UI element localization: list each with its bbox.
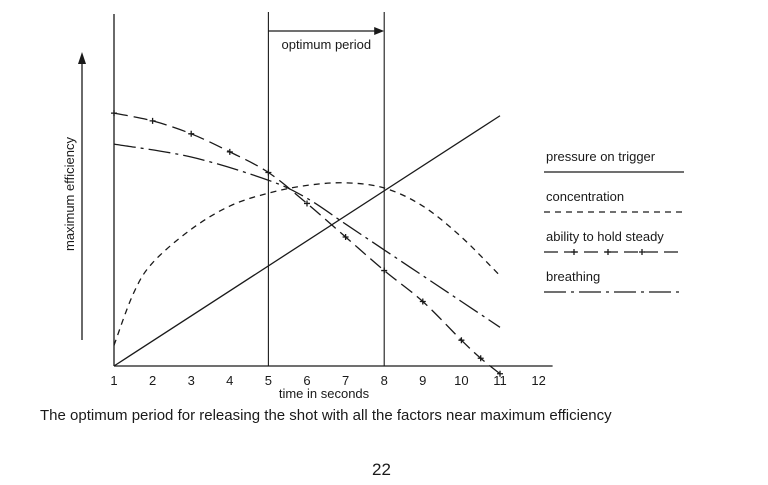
x-tick-label: 10: [454, 373, 468, 388]
series-point-ability-to-hold-steady: [458, 337, 465, 344]
legend-label-pressure-on-trigger: pressure on trigger: [546, 149, 656, 164]
optimum-arrow-head: [374, 27, 385, 35]
x-tick-label: 4: [226, 373, 233, 388]
series-lines: [111, 110, 503, 377]
x-tick-label: 9: [419, 373, 426, 388]
series-line-breathing: [113, 143, 501, 328]
x-tick-label: 7: [342, 373, 349, 388]
x-tick-label: 6: [303, 373, 310, 388]
x-tick-label: 1: [110, 373, 117, 388]
series-point-ability-to-hold-steady: [419, 298, 426, 305]
series-point-ability-to-hold-steady: [265, 169, 272, 176]
x-tick-label: 2: [149, 373, 156, 388]
figure-caption: The optimum period for releasing the sho…: [40, 407, 612, 424]
optimum-period-label: optimum period: [281, 37, 371, 52]
x-tick-label: 3: [188, 373, 195, 388]
series-point-ability-to-hold-steady: [342, 234, 349, 240]
x-tick-label: 12: [531, 373, 545, 388]
x-tick-labels: 1 2 3 4 5 6 7 8 9 10 11 12: [110, 373, 545, 388]
legend: pressure on trigger concentration ability …: [544, 149, 684, 293]
legend-marker-ability-to-hold-steady: [605, 249, 611, 255]
series-point-ability-to-hold-steady: [226, 148, 233, 155]
legend-marker-ability-to-hold-steady: [639, 249, 645, 255]
legend-label-breathing: breathing: [546, 269, 600, 284]
series-line-ability-to-hold-steady: [113, 112, 501, 375]
axes: [78, 14, 553, 367]
series-point-ability-to-hold-steady: [149, 117, 156, 124]
series-point-ability-to-hold-steady: [381, 267, 388, 274]
x-axis-title: time in seconds: [279, 386, 370, 400]
x-tick-label: 5: [265, 373, 272, 388]
series-line-pressure-on-trigger: [113, 115, 501, 367]
efficiency-chart: optimum period 1 2 3 4 5 6 7 8 9 10 11 12 pressure …: [62, 12, 684, 400]
optimum-period-annotation: optimum period: [267, 12, 385, 366]
y-arrow-head: [78, 52, 86, 64]
series-point-ability-to-hold-steady: [111, 110, 117, 117]
page-number: 22: [372, 460, 391, 479]
series-point-ability-to-hold-steady: [497, 370, 503, 377]
legend-label-concentration: concentration: [546, 189, 624, 204]
x-tick-label: 8: [381, 373, 388, 388]
legend-label-ability-to-hold-steady: ability to hold steady: [546, 229, 664, 244]
series-point-ability-to-hold-steady: [304, 200, 310, 207]
series-point-ability-to-hold-steady: [188, 130, 195, 137]
series-point-ability-to-hold-steady: [477, 355, 484, 362]
y-axis-title: maximum efficiency: [62, 137, 77, 251]
x-tick-label: 11: [493, 373, 507, 388]
series-line-concentration: [113, 182, 501, 346]
legend-marker-ability-to-hold-steady: [571, 249, 577, 255]
